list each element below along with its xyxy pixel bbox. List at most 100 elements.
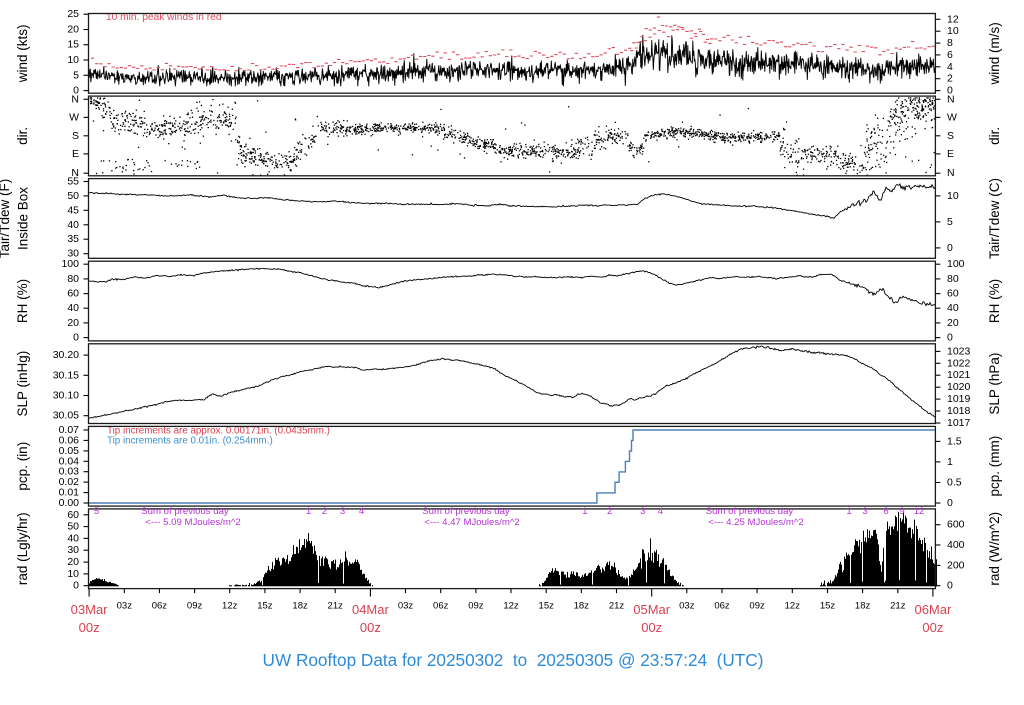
svg-text:2: 2 xyxy=(607,506,612,517)
svg-text:1017: 1017 xyxy=(947,417,971,429)
svg-text:0: 0 xyxy=(947,332,953,344)
svg-text:E: E xyxy=(947,148,954,160)
svg-text:12: 12 xyxy=(914,506,925,517)
svg-text:0.07: 0.07 xyxy=(59,424,80,436)
svg-text:12z: 12z xyxy=(222,601,238,612)
svg-text:2: 2 xyxy=(947,73,953,85)
svg-text:06z: 06z xyxy=(714,601,730,612)
svg-text:15z: 15z xyxy=(820,601,836,612)
svg-text:dir.: dir. xyxy=(987,127,1002,145)
svg-text:80: 80 xyxy=(67,273,79,285)
svg-text:0.00: 0.00 xyxy=(59,497,80,509)
svg-text:40: 40 xyxy=(67,302,79,314)
svg-text:pcp. (in): pcp. (in) xyxy=(15,442,30,491)
svg-text:10 min. peak winds in red: 10 min. peak winds in red xyxy=(106,12,222,23)
svg-text:1019: 1019 xyxy=(947,393,971,405)
svg-text:4: 4 xyxy=(359,506,365,517)
svg-text:00z: 00z xyxy=(360,620,381,635)
svg-text:600: 600 xyxy=(947,519,965,531)
svg-text:25: 25 xyxy=(67,8,79,20)
svg-text:1.5: 1.5 xyxy=(947,435,962,447)
svg-text:4: 4 xyxy=(947,61,953,73)
svg-text:0.03: 0.03 xyxy=(59,466,80,478)
svg-text:20: 20 xyxy=(947,317,959,329)
svg-text:5: 5 xyxy=(94,506,99,517)
svg-text:1022: 1022 xyxy=(947,357,971,369)
svg-text:20: 20 xyxy=(67,556,79,568)
svg-text:10: 10 xyxy=(947,190,959,202)
svg-text:100: 100 xyxy=(947,258,965,270)
svg-text:5: 5 xyxy=(947,216,953,228)
svg-text:1: 1 xyxy=(846,506,851,517)
svg-text:12z: 12z xyxy=(503,601,519,612)
svg-text:4: 4 xyxy=(658,506,664,517)
svg-text:N: N xyxy=(947,167,955,179)
svg-text:8: 8 xyxy=(947,37,953,49)
svg-text:3: 3 xyxy=(862,506,867,517)
svg-text:18z: 18z xyxy=(855,601,871,612)
svg-text:Sum of previous day: Sum of previous day xyxy=(422,506,510,517)
svg-text:RH (%): RH (%) xyxy=(15,279,30,323)
svg-text:Sum of previous day: Sum of previous day xyxy=(141,506,229,517)
svg-text:04Mar: 04Mar xyxy=(352,602,390,617)
svg-text:40: 40 xyxy=(947,302,959,314)
svg-text:30.15: 30.15 xyxy=(53,369,79,381)
svg-text:18z: 18z xyxy=(292,601,308,612)
svg-text:55: 55 xyxy=(67,176,79,188)
svg-text:45: 45 xyxy=(67,204,79,216)
svg-text:00z: 00z xyxy=(79,620,100,635)
svg-text:wind (kts): wind (kts) xyxy=(15,24,30,83)
svg-text:03z: 03z xyxy=(398,601,414,612)
svg-text:W: W xyxy=(947,111,957,123)
svg-text:Tip increments are 0.01in. (0.: Tip increments are 0.01in. (0.254mm.) xyxy=(107,436,273,447)
svg-text:<--- 5.09 MJoules/m^2: <--- 5.09 MJoules/m^2 xyxy=(145,517,240,528)
svg-text:40: 40 xyxy=(67,219,79,231)
svg-text:RH (%): RH (%) xyxy=(987,279,1002,323)
svg-text:09z: 09z xyxy=(468,601,484,612)
svg-text:0: 0 xyxy=(73,332,79,344)
svg-text:3: 3 xyxy=(340,506,345,517)
svg-text:Tair/Tdew (F): Tair/Tdew (F) xyxy=(0,179,12,259)
svg-text:10: 10 xyxy=(67,54,79,66)
svg-text:Tair/Tdew (C): Tair/Tdew (C) xyxy=(987,178,1002,259)
svg-text:1: 1 xyxy=(306,506,311,517)
svg-text:<--- 4.25 MJoules/m^2: <--- 4.25 MJoules/m^2 xyxy=(708,517,803,528)
svg-text:1020: 1020 xyxy=(947,381,971,393)
svg-text:0.5: 0.5 xyxy=(947,477,962,489)
svg-text:0.01: 0.01 xyxy=(59,487,80,499)
svg-text:SLP (hPa): SLP (hPa) xyxy=(987,353,1002,415)
svg-text:0: 0 xyxy=(73,580,79,592)
svg-text:S: S xyxy=(72,130,79,142)
svg-text:30.05: 30.05 xyxy=(53,410,79,422)
svg-text:10: 10 xyxy=(67,568,79,580)
svg-text:100: 100 xyxy=(61,258,79,270)
svg-text:15z: 15z xyxy=(257,601,273,612)
svg-text:wind (m/s): wind (m/s) xyxy=(987,22,1002,85)
svg-text:40: 40 xyxy=(67,532,79,544)
svg-text:0.04: 0.04 xyxy=(59,455,80,467)
svg-text:2: 2 xyxy=(322,506,327,517)
svg-text:50: 50 xyxy=(67,190,79,202)
svg-text:00z: 00z xyxy=(922,620,943,635)
svg-text:21z: 21z xyxy=(328,601,344,612)
svg-text:S: S xyxy=(947,130,954,142)
svg-text:0: 0 xyxy=(947,580,953,592)
svg-text:W: W xyxy=(69,111,79,123)
svg-text:35: 35 xyxy=(67,233,79,245)
svg-text:0: 0 xyxy=(73,85,79,97)
svg-text:06z: 06z xyxy=(433,601,449,612)
svg-text:12: 12 xyxy=(947,13,959,25)
svg-text:20: 20 xyxy=(67,24,79,36)
svg-text:1018: 1018 xyxy=(947,405,971,417)
svg-text:0.05: 0.05 xyxy=(59,445,80,457)
svg-text:rad (Lgly/hr): rad (Lgly/hr) xyxy=(15,512,30,585)
svg-text:06Mar: 06Mar xyxy=(914,602,952,617)
svg-text:15: 15 xyxy=(67,39,79,51)
svg-text:0: 0 xyxy=(947,85,953,97)
svg-text:3: 3 xyxy=(640,506,645,517)
svg-text:80: 80 xyxy=(947,273,959,285)
svg-text:12z: 12z xyxy=(785,601,801,612)
svg-text:N: N xyxy=(947,93,955,105)
svg-text:N: N xyxy=(71,93,79,105)
svg-text:60: 60 xyxy=(947,288,959,300)
